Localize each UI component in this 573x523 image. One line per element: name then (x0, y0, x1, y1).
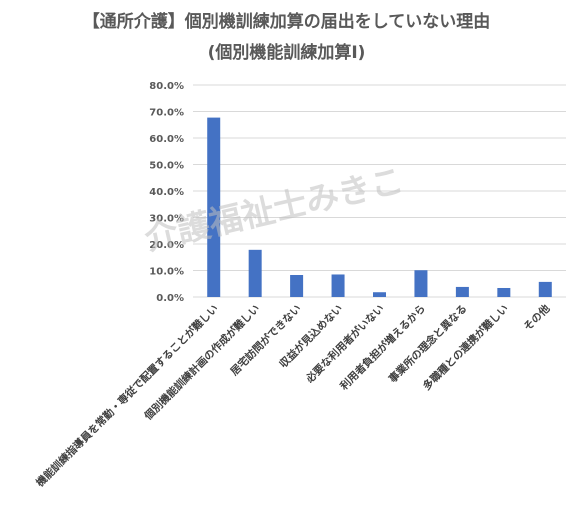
chart-subtitle: (個別機能訓練加算Ⅰ) (207, 43, 366, 63)
y-tick-label: 50.0% (149, 161, 184, 172)
x-category-label: 機能訓練指導員を常勤・専従で配置することが難しい (33, 302, 220, 489)
y-tick-label: 60.0% (149, 134, 184, 145)
bar (373, 292, 386, 297)
y-tick-label: 30.0% (149, 214, 184, 225)
y-tick-label: 0.0% (156, 293, 184, 304)
x-category-label: その他 (521, 302, 553, 334)
bar (414, 270, 428, 297)
bar (290, 275, 304, 297)
bar (331, 274, 345, 297)
x-category-label: 事業所の理念と異なる (386, 302, 469, 385)
bar (207, 117, 221, 297)
chart-title: 【通所介護】個別機訓練加算の届出をしていない理由 (82, 12, 491, 32)
x-category-label: 多職種との連携が難しい (420, 302, 511, 393)
x-category-label: 必要な利用者がいない (302, 302, 386, 386)
bar (538, 281, 552, 297)
y-tick-label: 40.0% (149, 187, 184, 198)
x-category-label: 利用者負担が増えるから (337, 302, 428, 393)
bar (455, 286, 469, 297)
y-tick-label: 70.0% (149, 108, 184, 119)
y-tick-label: 80.0% (149, 81, 184, 92)
y-tick-label: 10.0% (149, 267, 184, 278)
watermark-text: 介護福祉士みきこ (141, 160, 407, 257)
bar (248, 249, 262, 297)
bar (497, 287, 511, 297)
y-tick-label: 20.0% (149, 240, 184, 251)
x-category-label: 居宅訪問ができない (228, 302, 304, 378)
